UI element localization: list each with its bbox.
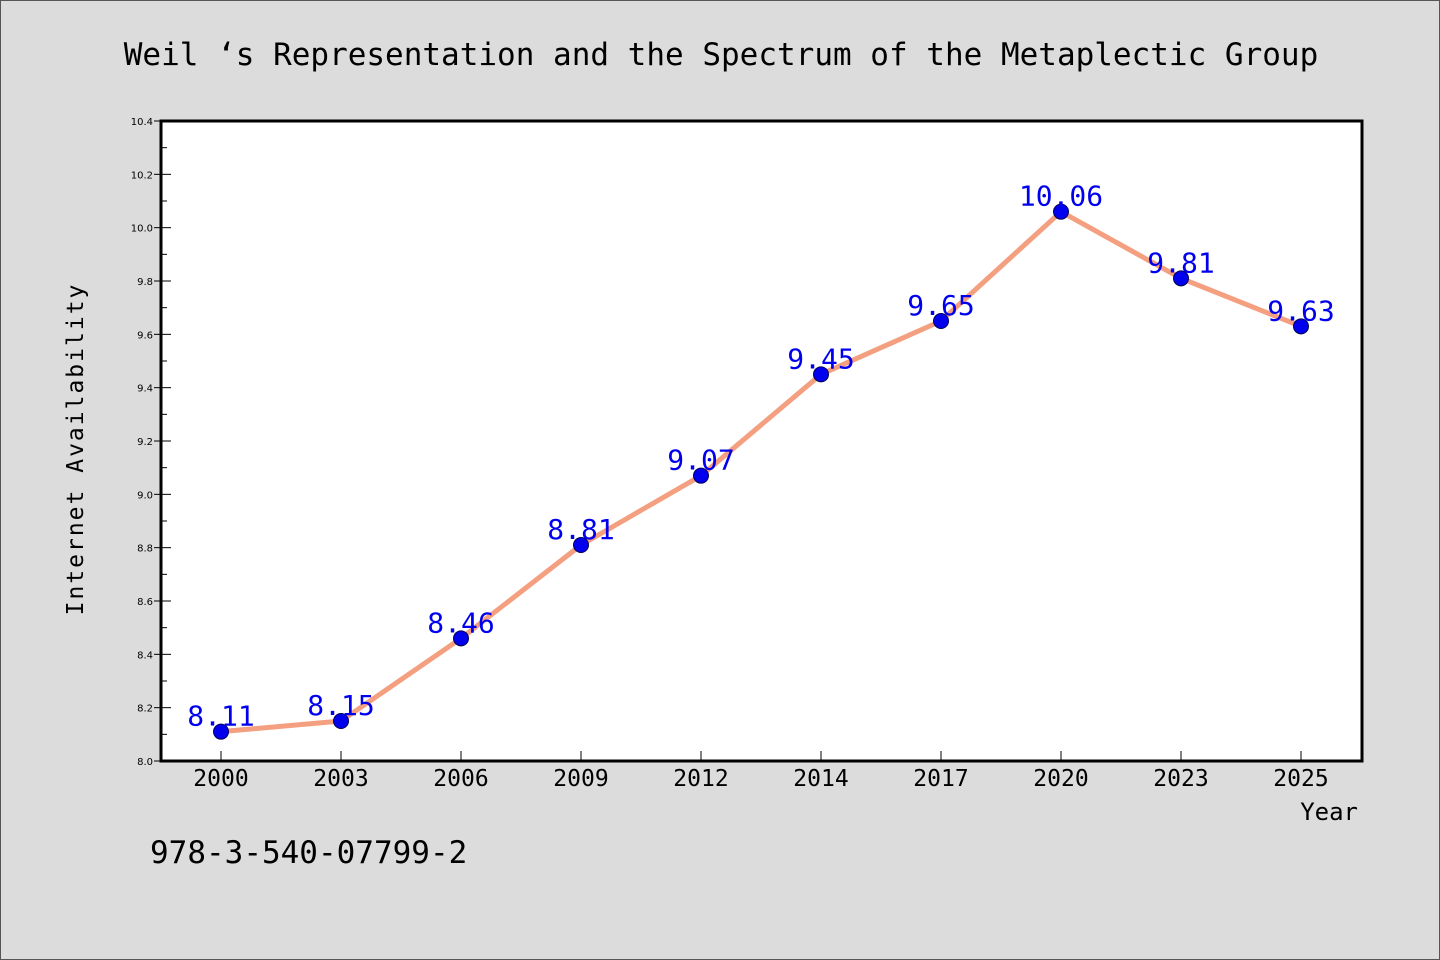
data-point — [813, 366, 829, 383]
data-point — [1173, 270, 1189, 287]
isbn-text: 978-3-540-07799-2 — [150, 835, 468, 871]
x-tick-label: 2014 — [793, 766, 848, 792]
data-point — [693, 467, 709, 484]
y-tick-label: 9.2 — [137, 437, 153, 448]
data-label: 9.81 — [1147, 246, 1214, 279]
data-label: 10.06 — [1019, 180, 1103, 213]
x-tick-label: 2023 — [1153, 766, 1208, 792]
data-label: 8.15 — [307, 689, 374, 722]
x-axis-label: Year — [1300, 798, 1358, 826]
x-tick-label: 2017 — [913, 766, 968, 792]
x-tick-label: 2020 — [1033, 766, 1088, 792]
data-point — [933, 313, 949, 329]
data-label: 8.11 — [187, 700, 254, 733]
data-point — [213, 723, 229, 740]
x-tick-label: 2025 — [1273, 766, 1328, 792]
x-tick-label: 2003 — [313, 766, 368, 792]
data-point — [1293, 318, 1309, 335]
data-label: 9.45 — [787, 342, 854, 375]
data-label: 9.65 — [907, 289, 974, 322]
y-tick-label: 9.6 — [137, 330, 153, 341]
data-point — [333, 713, 349, 729]
data-point — [453, 630, 469, 647]
data-label: 9.07 — [667, 444, 734, 477]
y-tick-label: 9.4 — [137, 384, 153, 395]
plot-area — [159, 119, 1364, 763]
data-label: 8.46 — [427, 606, 494, 639]
y-tick-label: 9.8 — [137, 277, 153, 288]
x-tick-label: 2006 — [433, 766, 488, 792]
y-tick-label: 10.2 — [131, 170, 153, 181]
data-point — [1053, 203, 1069, 220]
x-tick-label: 2012 — [673, 766, 728, 792]
y-tick-label: 8.4 — [137, 650, 153, 661]
data-label: 9.63 — [1267, 294, 1334, 327]
y-tick-label: 10.4 — [131, 117, 153, 128]
y-tick-label: 10.0 — [131, 224, 153, 235]
y-tick-label: 8.6 — [137, 597, 153, 608]
x-tick-label: 2000 — [193, 766, 248, 792]
y-tick-label: 9.0 — [137, 490, 153, 501]
x-tick-label: 2009 — [553, 766, 608, 792]
y-tick-label: 8.8 — [137, 544, 153, 555]
y-tick-label: 8.0 — [137, 757, 153, 768]
data-point — [573, 537, 589, 553]
y-tick-label: 8.2 — [137, 704, 153, 715]
series-line — [218, 209, 1304, 735]
data-label: 8.81 — [547, 513, 614, 546]
chart-title: Weil ‘s Representation and the Spectrum … — [123, 37, 1319, 73]
